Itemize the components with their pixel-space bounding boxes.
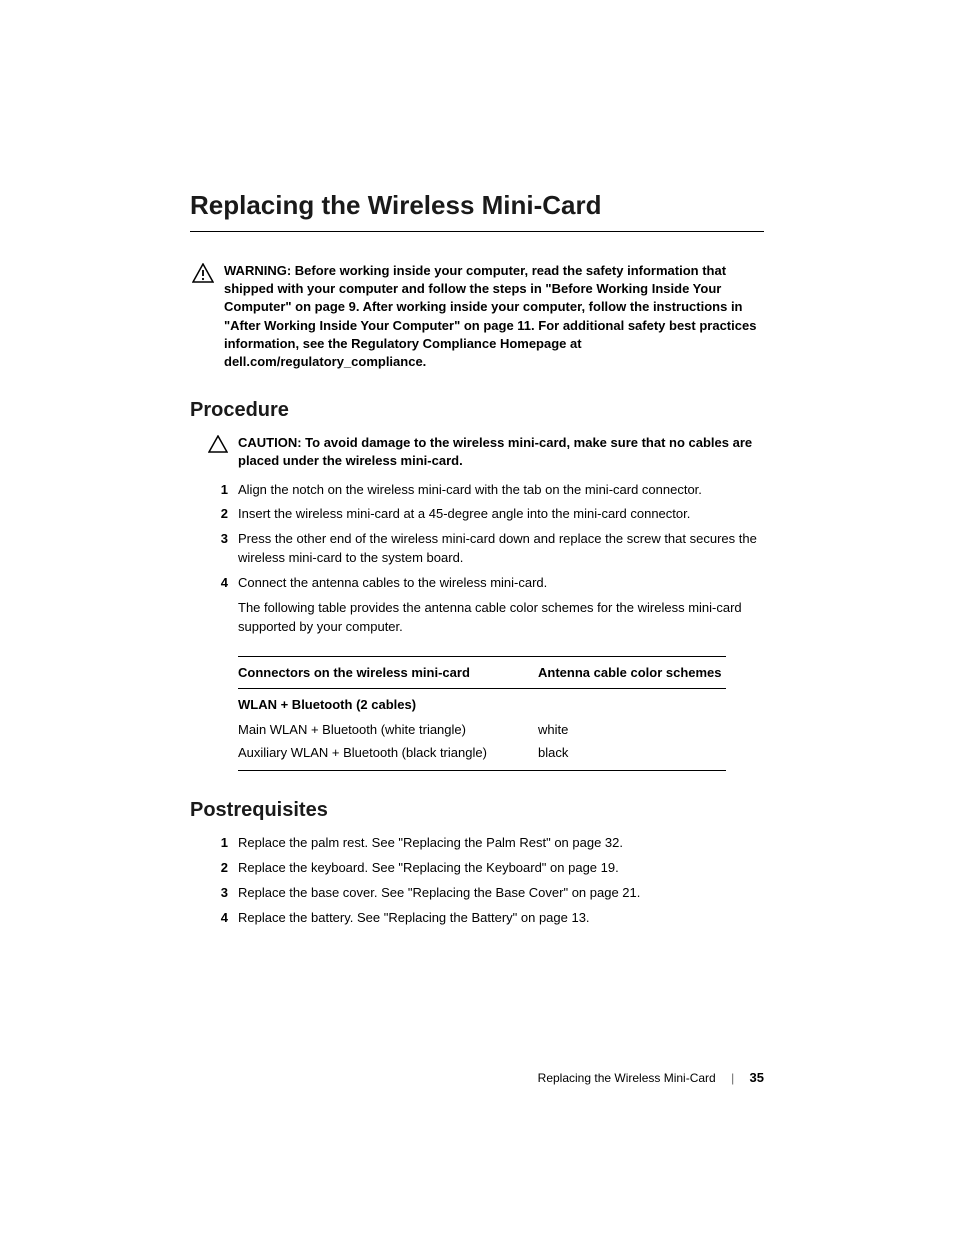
table-cell: black <box>538 741 726 771</box>
page-title: Replacing the Wireless Mini-Card <box>190 190 764 232</box>
caution-body: To avoid damage to the wireless mini-car… <box>238 435 752 468</box>
step-number: 4 <box>208 574 228 593</box>
step-number: 3 <box>208 884 228 903</box>
step-item: 4 Connect the antenna cables to the wire… <box>208 574 764 637</box>
step-number: 2 <box>208 505 228 524</box>
table-cell: Main WLAN + Bluetooth (white triangle) <box>238 718 538 741</box>
postrequisites-steps: 1 Replace the palm rest. See "Replacing … <box>190 834 764 927</box>
document-page: Replacing the Wireless Mini-Card WARNING… <box>0 0 954 928</box>
warning-body: Before working inside your computer, rea… <box>224 263 756 369</box>
caution-block: CAUTION: To avoid damage to the wireless… <box>190 434 764 470</box>
step-text: Replace the battery. See "Replacing the … <box>238 909 764 928</box>
step-text: Insert the wireless mini-card at a 45-de… <box>238 505 764 524</box>
footer-page-number: 35 <box>750 1070 764 1085</box>
procedure-heading: Procedure <box>190 399 764 422</box>
step-item: 2 Insert the wireless mini-card at a 45-… <box>208 505 764 524</box>
step-item: 4 Replace the battery. See "Replacing th… <box>208 909 764 928</box>
step-item: 1 Align the notch on the wireless mini-c… <box>208 481 764 500</box>
step-number: 1 <box>208 834 228 853</box>
step-text: Press the other end of the wireless mini… <box>238 530 764 568</box>
step-text: Connect the antenna cables to the wirele… <box>238 574 764 637</box>
step-number: 2 <box>208 859 228 878</box>
table-header-cell: Connectors on the wireless mini-card <box>238 657 538 689</box>
warning-label: WARNING: <box>224 263 291 278</box>
table-cell: white <box>538 718 726 741</box>
cable-table: Connectors on the wireless mini-card Ant… <box>238 656 726 771</box>
footer-separator: | <box>731 1071 734 1085</box>
procedure-steps: 1 Align the notch on the wireless mini-c… <box>190 481 764 637</box>
step-text: Replace the keyboard. See "Replacing the… <box>238 859 764 878</box>
step-text: Align the notch on the wireless mini-car… <box>238 481 764 500</box>
warning-icon <box>192 263 214 288</box>
step-4-text: Connect the antenna cables to the wirele… <box>238 575 547 590</box>
table-header-cell: Antenna cable color schemes <box>538 657 726 689</box>
caution-icon <box>208 435 228 458</box>
caution-label: CAUTION: <box>238 435 302 450</box>
step-number: 3 <box>208 530 228 549</box>
table-subheader-cell: WLAN + Bluetooth (2 cables) <box>238 689 726 719</box>
step-item: 2 Replace the keyboard. See "Replacing t… <box>208 859 764 878</box>
step-item: 3 Press the other end of the wireless mi… <box>208 530 764 568</box>
step-number: 1 <box>208 481 228 500</box>
table-row: Auxiliary WLAN + Bluetooth (black triang… <box>238 741 726 771</box>
postrequisites-heading: Postrequisites <box>190 799 764 822</box>
step-text: Replace the palm rest. See "Replacing th… <box>238 834 764 853</box>
caution-text: CAUTION: To avoid damage to the wireless… <box>238 434 764 470</box>
warning-text: WARNING: Before working inside your comp… <box>224 262 764 371</box>
table-row: Main WLAN + Bluetooth (white triangle) w… <box>238 718 726 741</box>
footer-title: Replacing the Wireless Mini-Card <box>538 1071 716 1085</box>
table-header-row: Connectors on the wireless mini-card Ant… <box>238 657 726 689</box>
step-number: 4 <box>208 909 228 928</box>
step-item: 3 Replace the base cover. See "Replacing… <box>208 884 764 903</box>
page-footer: Replacing the Wireless Mini-Card | 35 <box>538 1070 764 1085</box>
step-item: 1 Replace the palm rest. See "Replacing … <box>208 834 764 853</box>
table-cell: Auxiliary WLAN + Bluetooth (black triang… <box>238 741 538 771</box>
step-4-extra: The following table provides the antenna… <box>238 599 764 637</box>
step-text: Replace the base cover. See "Replacing t… <box>238 884 764 903</box>
table-subheader-row: WLAN + Bluetooth (2 cables) <box>238 689 726 719</box>
warning-block: WARNING: Before working inside your comp… <box>190 262 764 371</box>
